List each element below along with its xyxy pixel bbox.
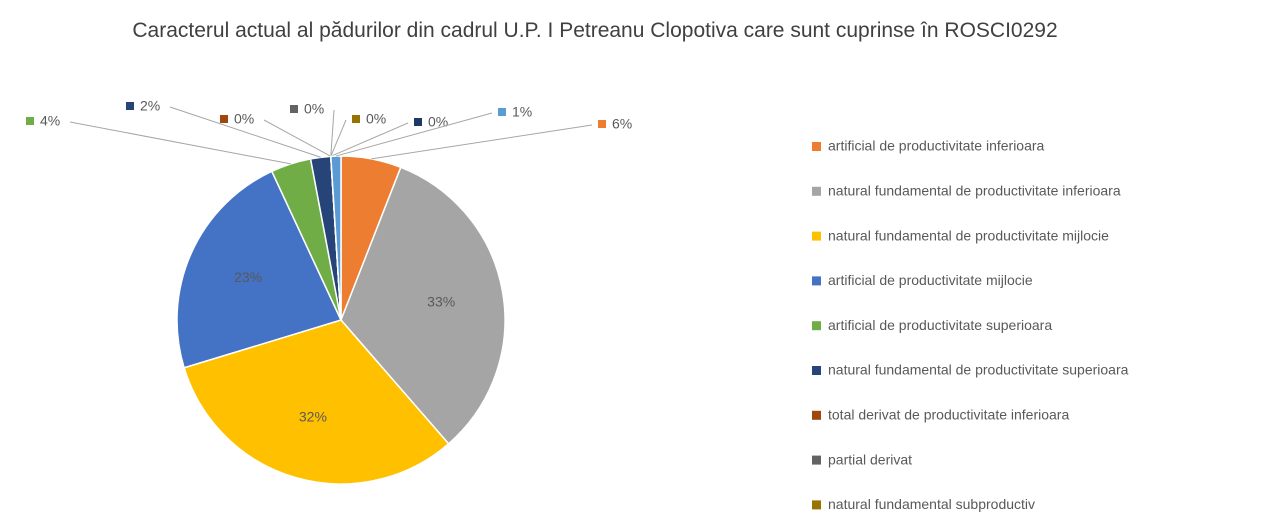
leader-line xyxy=(330,109,335,157)
legend-label: natural fundamental de productivitate su… xyxy=(828,362,1129,378)
legend-label: natural fundamental subproductiv xyxy=(828,496,1035,512)
leader-line xyxy=(371,124,593,160)
data-label: 23% xyxy=(234,269,262,285)
data-label: 0% xyxy=(428,114,448,130)
data-label: 32% xyxy=(299,408,327,424)
label-key xyxy=(498,108,506,116)
legend-marker xyxy=(812,276,821,286)
legend-label: total derivat de productivitate inferioa… xyxy=(828,407,1069,423)
legend-marker xyxy=(812,410,821,420)
data-label: 0% xyxy=(304,101,324,117)
pie-slice xyxy=(340,166,506,445)
label-key xyxy=(290,105,298,113)
data-label: 33% xyxy=(427,293,455,309)
legend-marker xyxy=(812,500,821,510)
leader-line xyxy=(330,119,347,157)
label-key xyxy=(414,118,422,126)
label-key xyxy=(598,120,606,128)
label-key xyxy=(26,117,34,125)
data-label: 1% xyxy=(512,104,532,120)
data-label: 6% xyxy=(612,116,632,132)
label-key xyxy=(352,115,360,123)
leader-line xyxy=(169,106,321,158)
legend-label: natural fundamental de productivitate in… xyxy=(828,183,1121,199)
data-label: 0% xyxy=(366,111,386,127)
pie-slice xyxy=(176,170,343,369)
legend-marker xyxy=(812,186,821,196)
pie-slice xyxy=(330,155,342,321)
legend-marker xyxy=(812,231,821,241)
legend-marker xyxy=(812,455,821,465)
legend-label: partial derivat xyxy=(828,451,912,467)
pie-slice xyxy=(183,319,450,485)
data-label: 2% xyxy=(140,98,160,114)
chart-title: Caracterul actual al pădurilor din cadru… xyxy=(132,19,1058,42)
leader-line xyxy=(335,112,493,157)
leader-line xyxy=(263,119,332,157)
leader-line xyxy=(69,121,291,165)
label-key xyxy=(220,115,228,123)
legend-label: artificial de productivitate inferioara xyxy=(828,138,1045,154)
data-label: 0% xyxy=(234,111,254,127)
data-label: 4% xyxy=(40,113,60,129)
legend-marker xyxy=(812,366,821,375)
legend-label: artificial de productivitate mijlocie xyxy=(828,272,1033,288)
label-key xyxy=(126,102,134,110)
legend-marker xyxy=(812,321,821,331)
legend-label: natural fundamental de productivitate mi… xyxy=(828,227,1109,243)
legend-marker xyxy=(812,142,821,151)
legend-label: artificial de productivitate superioara xyxy=(828,317,1052,333)
leader-line xyxy=(330,122,409,157)
